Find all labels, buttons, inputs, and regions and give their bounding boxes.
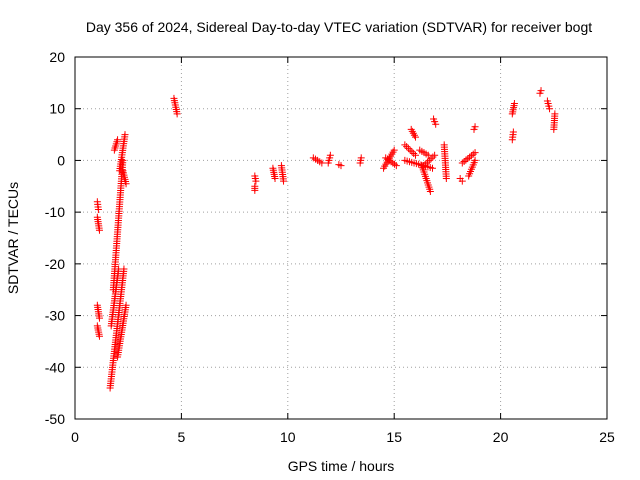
data-point-marker — [467, 152, 475, 160]
data-point-marker — [357, 154, 365, 162]
data-point-marker — [471, 156, 479, 164]
data-point-marker — [426, 187, 434, 195]
data-point-marker — [252, 177, 260, 185]
y-tick-label: 20 — [49, 49, 65, 65]
data-point-marker — [94, 206, 102, 214]
data-point-marker — [551, 110, 559, 118]
y-tick-label: -50 — [45, 411, 65, 427]
data-point-marker — [318, 159, 326, 167]
x-axis-label: GPS time / hours — [288, 458, 395, 474]
data-point-marker — [95, 226, 103, 234]
x-tick-label: 10 — [280, 429, 296, 445]
data-point-marker — [382, 154, 390, 162]
data-point-marker — [466, 153, 474, 161]
y-axis-ticks: -50 -40 -30 -20 -10 0 10 20 — [45, 49, 607, 427]
data-point-marker — [462, 156, 470, 164]
data-point-marker — [95, 314, 103, 322]
data-point-marker — [537, 87, 545, 95]
data-point-marker — [460, 158, 468, 166]
data-point-marker — [429, 164, 436, 172]
data-point-marker — [251, 186, 259, 194]
data-point-marker — [401, 141, 409, 149]
data-point-marker — [410, 150, 418, 158]
data-point-marker — [471, 123, 479, 131]
data-point-marker — [458, 177, 466, 185]
data-point-marker — [546, 105, 554, 113]
data-point-marker — [422, 160, 430, 168]
y-tick-label: -20 — [45, 256, 65, 272]
data-point-marker — [510, 100, 518, 108]
data-point-marker — [406, 146, 414, 154]
x-axis-ticks: 0 5 10 15 20 25 — [71, 57, 615, 445]
x-tick-label: 5 — [178, 429, 186, 445]
data-point-marker — [411, 151, 419, 159]
data-point-marker — [383, 155, 391, 163]
data-point-marker — [392, 162, 400, 170]
data-point-marker — [469, 150, 477, 158]
data-point-marker — [337, 162, 345, 170]
data-point-marker — [424, 151, 432, 159]
data-point-marker — [173, 110, 181, 118]
data-point-marker — [464, 155, 472, 163]
y-tick-label: 0 — [57, 152, 65, 168]
data-points — [93, 87, 559, 392]
data-point-marker — [404, 144, 412, 152]
data-point-marker — [387, 158, 395, 166]
x-tick-label: 20 — [493, 429, 509, 445]
data-point-marker — [427, 155, 435, 163]
data-point-marker — [408, 148, 416, 156]
y-tick-label: -10 — [45, 204, 65, 220]
data-point-marker — [442, 175, 450, 183]
grid-lines — [75, 57, 607, 419]
data-point-marker — [403, 143, 411, 151]
plot-frame — [74, 56, 608, 420]
data-point-marker — [95, 332, 103, 340]
data-point-marker — [385, 156, 393, 164]
data-point-marker — [121, 131, 129, 139]
data-point-marker — [280, 177, 288, 185]
data-point-marker — [458, 159, 466, 167]
data-point-marker — [326, 151, 334, 159]
x-tick-label: 15 — [386, 429, 402, 445]
data-point-marker — [424, 158, 432, 166]
data-point-marker — [389, 159, 397, 167]
chart-title: Day 356 of 2024, Sidereal Day-to-day VTE… — [86, 19, 592, 35]
data-point-marker — [271, 175, 279, 183]
data-point-marker — [471, 149, 479, 157]
data-point-marker — [411, 133, 419, 141]
data-point-marker — [509, 128, 517, 136]
data-point-marker — [431, 151, 439, 159]
data-point-marker — [122, 180, 130, 188]
y-tick-label: 10 — [49, 101, 65, 117]
y-tick-label: -40 — [45, 359, 65, 375]
data-point-marker — [420, 162, 428, 170]
data-point-marker — [122, 301, 130, 309]
data-point-marker — [390, 146, 398, 154]
x-tick-label: 25 — [599, 429, 615, 445]
data-point-marker — [429, 153, 437, 161]
y-tick-label: -30 — [45, 308, 65, 324]
data-point-marker — [114, 136, 122, 144]
data-point-marker — [425, 156, 433, 164]
x-tick-label: 0 — [71, 429, 79, 445]
data-point-marker — [391, 160, 399, 168]
y-axis-label: SDTVAR / TECUs — [5, 182, 21, 294]
data-point-marker — [432, 120, 440, 128]
